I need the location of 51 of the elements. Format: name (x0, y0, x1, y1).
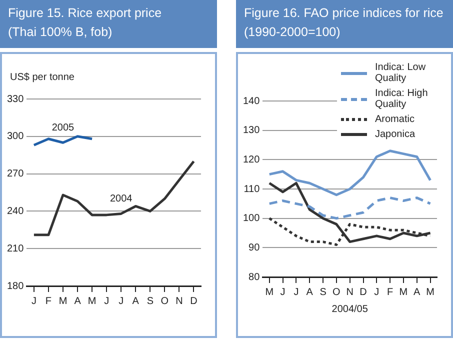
x-tick-label: A (414, 286, 421, 298)
x-tick-label: D (360, 286, 367, 298)
y-tick-label: 240 (6, 206, 24, 217)
y-tick-label: 330 (6, 94, 24, 105)
x-axis-title: 2004/05 (332, 304, 368, 315)
chart-title: Figure 16. FAO price indices for rice (244, 5, 444, 22)
legend-label: Indica: Low Quality (375, 62, 427, 84)
x-tick-label: A (74, 296, 82, 307)
line-series (268, 196, 432, 220)
x-tick-label: D (190, 296, 198, 307)
y-tick-label: 80 (248, 272, 260, 283)
y-tick-label: 180 (6, 280, 24, 292)
x-tick-label: N (176, 296, 183, 307)
y-tick-label: 300 (6, 131, 24, 142)
y-tick-label: 90 (248, 242, 260, 254)
y-tick-label: 110 (244, 184, 260, 195)
x-tick-label: M (58, 296, 68, 307)
x-tick-label: M (426, 286, 434, 298)
legend-label: Japonica (375, 129, 416, 140)
y-tick-label: 140 (242, 96, 260, 107)
x-tick-label: M (399, 286, 408, 298)
x-tick-label: M (265, 286, 274, 298)
x-tick-label: J (118, 296, 124, 307)
series-label: 2004 (110, 194, 133, 205)
x-tick-label: F (387, 286, 394, 298)
x-tick-label: J (104, 296, 110, 307)
x-tick-label: A (306, 286, 314, 298)
y-axis-title: US$ per tonne (10, 72, 74, 83)
chart-subtitle: (1990-2000=100) (244, 24, 342, 41)
y-tick-label: 270 (6, 168, 24, 180)
x-tick-label: M (88, 296, 96, 307)
x-tick-label: S (320, 286, 327, 298)
x-tick-label: O (332, 286, 341, 298)
legend-label: Aromatic (375, 114, 416, 125)
x-tick-label: F (45, 296, 52, 307)
x-tick-label: J (374, 286, 380, 298)
series-label: 2005 (52, 122, 75, 134)
x-tick-label: J (294, 286, 299, 298)
chart-subtitle: (Thai 100% B, fob) (8, 24, 114, 41)
y-tick-label: 210 (6, 243, 24, 254)
legend-label: Indica: High Quality (375, 88, 429, 110)
x-tick-label: A (132, 296, 140, 307)
x-tick-label: S (146, 296, 154, 307)
x-tick-label: N (346, 286, 354, 298)
x-tick-label: O (160, 296, 169, 307)
x-tick-label: J (31, 296, 36, 307)
y-tick-label: 100 (242, 213, 260, 224)
y-tick-label: 120 (242, 154, 260, 166)
chart-title: Figure 15. Rice export price (8, 5, 163, 22)
x-tick-label: J (280, 286, 286, 298)
y-tick-label: 130 (242, 125, 260, 136)
